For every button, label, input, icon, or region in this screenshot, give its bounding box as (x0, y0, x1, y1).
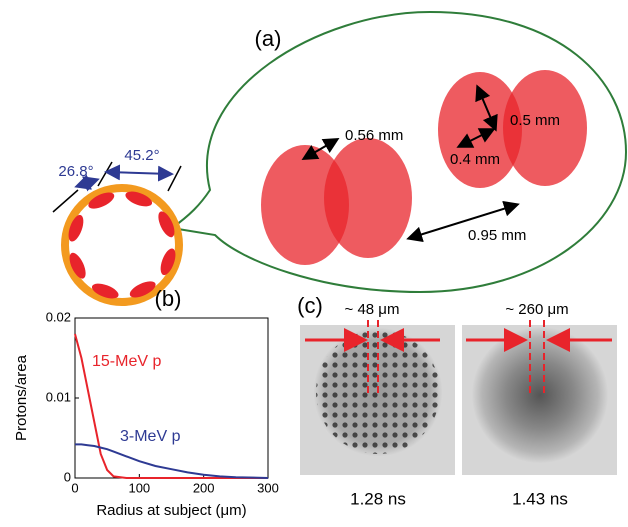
angle-line (168, 166, 181, 191)
panel-label: (b) (155, 286, 182, 311)
angle-label: 45.2° (124, 147, 159, 164)
radiograph-disc (472, 327, 608, 463)
spot (324, 138, 412, 258)
y-tick-label: 0.02 (46, 309, 71, 324)
dim-label: 0.95 mm (468, 227, 526, 244)
plot-frame (75, 318, 268, 478)
spot-size: ~ 48 μm (345, 301, 400, 318)
x-tick-label: 300 (257, 480, 279, 495)
panel-label: (a) (255, 26, 282, 51)
dim-label: 0.56 mm (345, 127, 403, 144)
x-axis-title: Radius at subject (μm) (96, 502, 246, 519)
series-label: 3-MeV p (120, 428, 181, 445)
x-tick-label: 100 (128, 480, 150, 495)
time-label: 1.43 ns (512, 489, 568, 508)
y-tick-label: 0.01 (46, 389, 71, 404)
x-tick-label: 200 (193, 480, 215, 495)
series-label: 15-MeV p (92, 353, 161, 370)
dim-label: 0.5 mm (510, 112, 560, 129)
angle-line (98, 162, 112, 186)
x-tick-label: 0 (71, 480, 78, 495)
panel-label: (c) (297, 293, 323, 318)
spot-size: ~ 260 μm (505, 301, 568, 318)
figure: (a) 26.8° 45.2° 0.56 mm 0.5 mm 0.4 mm 0.… (0, 0, 628, 527)
y-tick-label: 0 (64, 469, 71, 484)
angle-arrow (78, 180, 96, 186)
angle-label: 26.8° (58, 163, 93, 180)
angle-arrow (108, 172, 170, 174)
y-axis-title: Protons/area (13, 354, 30, 441)
time-label: 1.28 ns (350, 489, 406, 508)
dim-label: 0.4 mm (450, 151, 500, 168)
plot-b: (b) 0 0.01 0.02 0 100 200 300 Radius at subject … (13, 286, 279, 519)
